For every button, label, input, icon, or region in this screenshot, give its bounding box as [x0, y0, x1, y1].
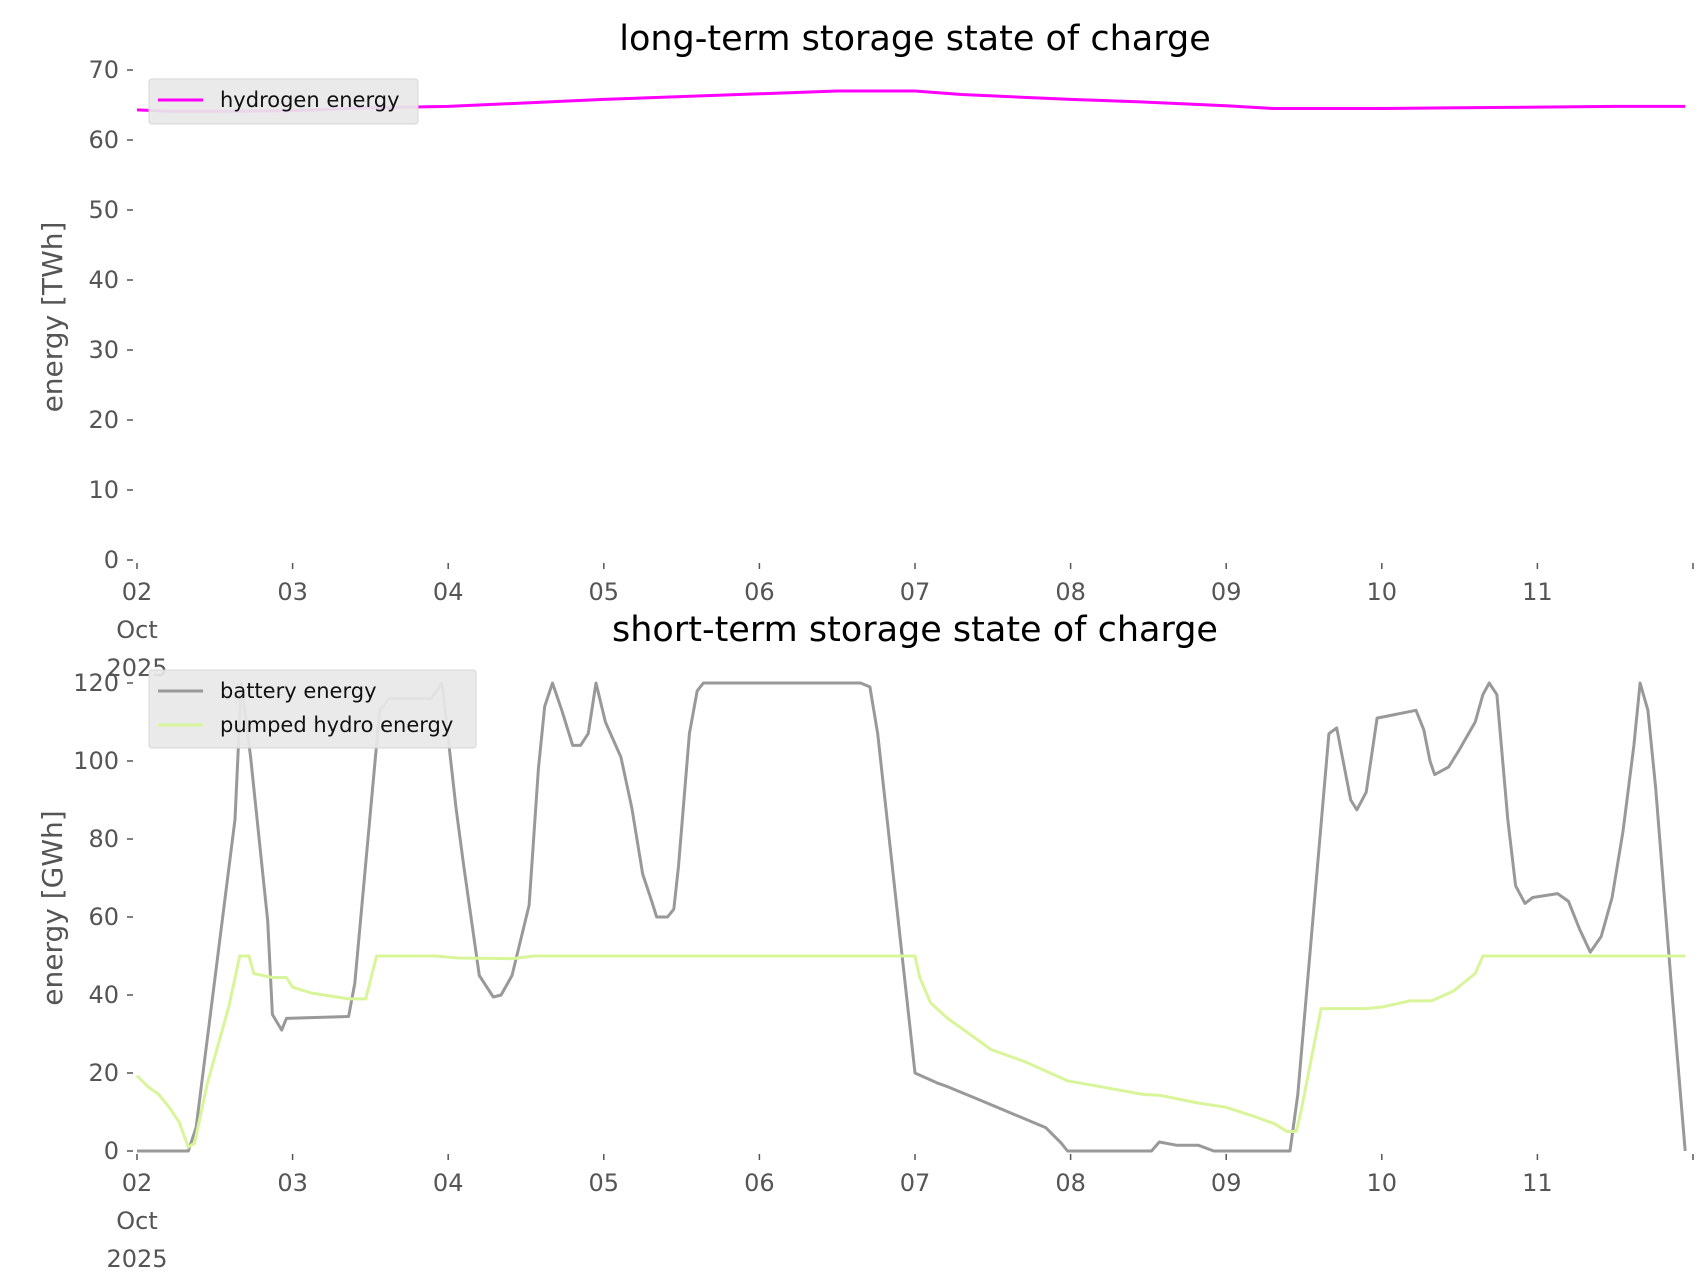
- y-tick-label: 10: [88, 476, 119, 504]
- y-tick-label: 20: [88, 1059, 119, 1087]
- legend-box: [148, 669, 477, 749]
- x-tick-label-line: 11: [1522, 1169, 1553, 1197]
- x-tick-label-line: 09: [1211, 578, 1242, 606]
- short-term-storage-axes: short-term storage state of charge energy…: [36, 610, 1694, 1273]
- y-tick-label: 40: [88, 981, 119, 1009]
- x-tick-label: 11: [1522, 578, 1553, 606]
- x-tick-label: 07: [900, 578, 931, 606]
- x-tick-label: 11: [1522, 1169, 1553, 1197]
- legend-label: pumped hydro energy: [220, 713, 453, 737]
- y-tick-label: 0: [104, 546, 119, 574]
- x-tick-label: 06: [744, 578, 775, 606]
- x-tick-label: 06: [744, 1169, 775, 1197]
- x-tick-label-line: 07: [900, 1169, 931, 1197]
- x-tick-label-line: 02: [122, 578, 153, 606]
- x-tick-label-line: 04: [433, 578, 464, 606]
- x-tick-label: 10: [1367, 1169, 1398, 1197]
- x-tick-label: 03: [277, 578, 308, 606]
- legend-label: hydrogen energy: [220, 88, 400, 112]
- x-tick-label-line: 11: [1522, 578, 1553, 606]
- y-tick-label: 60: [88, 126, 119, 154]
- y-tick-label: 40: [88, 266, 119, 294]
- x-tick-label-line: 02: [122, 1169, 153, 1197]
- x-tick-label-line: 05: [589, 1169, 620, 1197]
- y-tick-label: 80: [88, 825, 119, 853]
- x-tick-label-line: Oct: [116, 1207, 158, 1235]
- x-tick-label: 10: [1367, 578, 1398, 606]
- y-tick-label: 50: [88, 196, 119, 224]
- y-axis-label: energy [TWh]: [36, 222, 69, 413]
- x-tick-label-line: 2025: [106, 1245, 167, 1273]
- x-tick-label: 09: [1211, 578, 1242, 606]
- chart-title: long-term storage state of charge: [619, 19, 1211, 59]
- long-term-storage-axes: long-term storage state of charge energy …: [36, 19, 1694, 682]
- legend-label: battery energy: [220, 679, 377, 703]
- x-tick-label: 08: [1055, 1169, 1086, 1197]
- x-tick-label-line: 06: [744, 1169, 775, 1197]
- x-tick-label-line: 06: [744, 578, 775, 606]
- x-tick-label: 05: [589, 1169, 620, 1197]
- x-tick-label-line: 03: [277, 578, 308, 606]
- y-tick-label: 120: [73, 669, 119, 697]
- y-tick-label: 0: [104, 1137, 119, 1165]
- x-tick-label: 04: [433, 1169, 464, 1197]
- x-tick-label-line: Oct: [116, 616, 158, 644]
- y-axis-label: energy [GWh]: [36, 810, 69, 1005]
- x-tick-label: 03: [277, 1169, 308, 1197]
- x-tick-label: 09: [1211, 1169, 1242, 1197]
- y-tick-label: 20: [88, 406, 119, 434]
- x-tick-label-line: 08: [1055, 1169, 1086, 1197]
- y-tick-label: 60: [88, 903, 119, 931]
- y-tick-label: 70: [88, 56, 119, 84]
- x-tick-label: 05: [589, 578, 620, 606]
- y-tick-label: 30: [88, 336, 119, 364]
- series-line-pumped-hydro-energy: [135, 954, 1686, 1149]
- x-tick-label: 04: [433, 578, 464, 606]
- y-tick-label: 100: [73, 747, 119, 775]
- x-tick-label-line: 04: [433, 1169, 464, 1197]
- x-tick-label-line: 03: [277, 1169, 308, 1197]
- x-tick-label: 08: [1055, 578, 1086, 606]
- x-tick-label-line: 09: [1211, 1169, 1242, 1197]
- x-tick-label-line: 08: [1055, 578, 1086, 606]
- x-tick-label: 02 Oct 2025: [106, 1169, 167, 1273]
- x-tick-label-line: 05: [589, 578, 620, 606]
- x-tick-label: 02 Oct 2025: [106, 578, 167, 682]
- x-tick-label-line: 10: [1367, 578, 1398, 606]
- x-tick-label: 07: [900, 1169, 931, 1197]
- series-line-battery-energy: [137, 681, 1687, 1153]
- legend-box: [148, 78, 419, 125]
- x-tick-label-line: 10: [1367, 1169, 1398, 1197]
- chart-title: short-term storage state of charge: [612, 610, 1218, 650]
- x-tick-label-line: 07: [900, 578, 931, 606]
